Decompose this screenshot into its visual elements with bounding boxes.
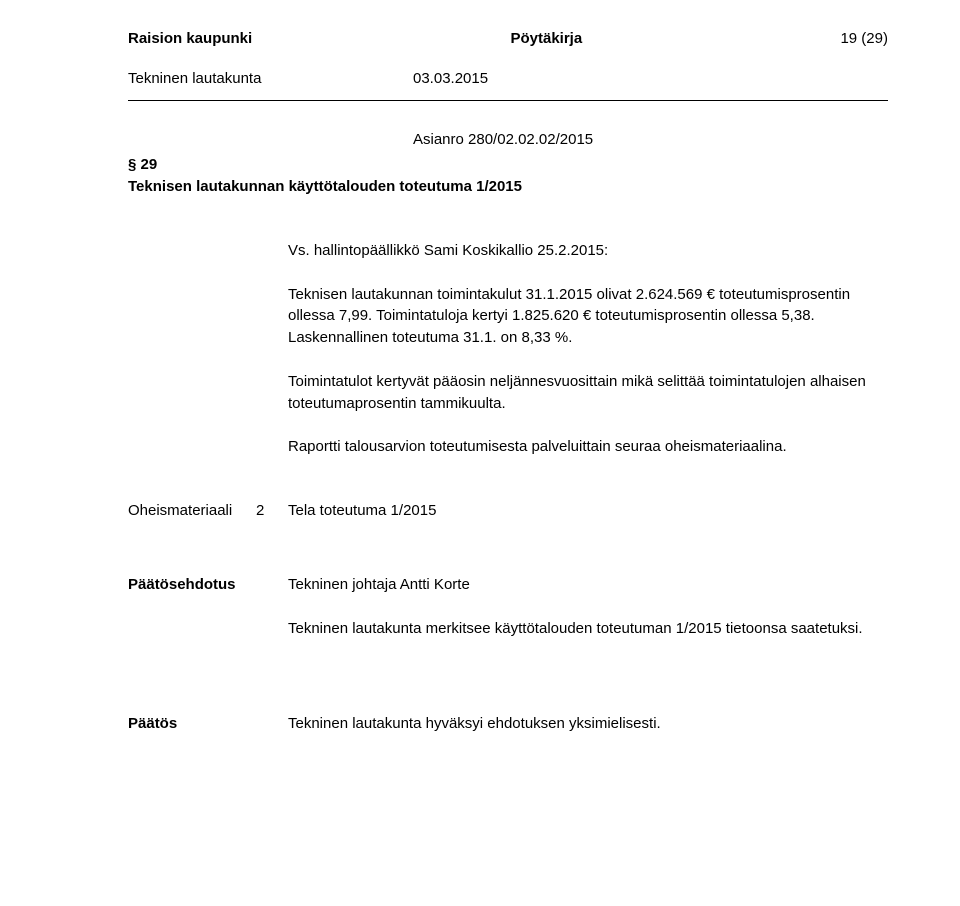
body-paragraph-3: Raportti talousarvion toteutumisesta pal… bbox=[288, 436, 888, 458]
decision-row: Päätös Tekninen lautakunta hyväksyi ehdo… bbox=[128, 713, 888, 757]
decision-text: Tekninen lautakunta hyväksyi ehdotuksen … bbox=[288, 713, 888, 735]
decision-proposal-label: Päätösehdotus bbox=[128, 574, 288, 596]
header-divider bbox=[128, 100, 888, 101]
decision-proposal-text: Tekninen lautakunta merkitsee käyttötalo… bbox=[288, 618, 888, 640]
attachment-label: Oheismateriaali bbox=[128, 500, 256, 522]
body-content: Vs. hallintopäällikkö Sami Koskikallio 2… bbox=[288, 240, 888, 458]
attachment-number: 2 bbox=[256, 500, 288, 522]
section-heading: § 29 bbox=[128, 154, 888, 176]
section-number: § 29 bbox=[128, 154, 157, 176]
subheader-date: 03.03.2015 bbox=[413, 68, 488, 90]
decision-content: Tekninen lautakunta hyväksyi ehdotuksen … bbox=[288, 713, 888, 757]
subheader-committee: Tekninen lautakunta bbox=[128, 68, 413, 90]
attachment-text: Tela toteutuma 1/2015 bbox=[288, 500, 436, 522]
decision-label: Päätös bbox=[128, 713, 288, 735]
document-subheader: Tekninen lautakunta 03.03.2015 bbox=[128, 68, 888, 90]
decision-proposal-content: Tekninen johtaja Antti Korte Tekninen la… bbox=[288, 574, 888, 662]
body-paragraph-2: Toimintatulot kertyvät pääosin neljännes… bbox=[288, 371, 888, 415]
decision-proposal-row: Päätösehdotus Tekninen johtaja Antti Kor… bbox=[128, 574, 888, 662]
attachment-row: Oheismateriaali 2 Tela toteutuma 1/2015 bbox=[128, 500, 888, 522]
header-doctype: Pöytäkirja bbox=[510, 28, 582, 50]
body-paragraph-1: Teknisen lautakunnan toimintakulut 31.1.… bbox=[288, 284, 888, 349]
reference-number: Asianro 280/02.02.02/2015 bbox=[413, 129, 888, 151]
body-intro: Vs. hallintopäällikkö Sami Koskikallio 2… bbox=[288, 240, 888, 262]
header-pagenum: 19 (29) bbox=[840, 28, 888, 50]
section-title: Teknisen lautakunnan käyttötalouden tote… bbox=[128, 176, 888, 198]
decision-proposal-author: Tekninen johtaja Antti Korte bbox=[288, 574, 888, 596]
document-header: Raision kaupunki Pöytäkirja 19 (29) bbox=[128, 28, 888, 50]
header-municipality: Raision kaupunki bbox=[128, 28, 252, 50]
